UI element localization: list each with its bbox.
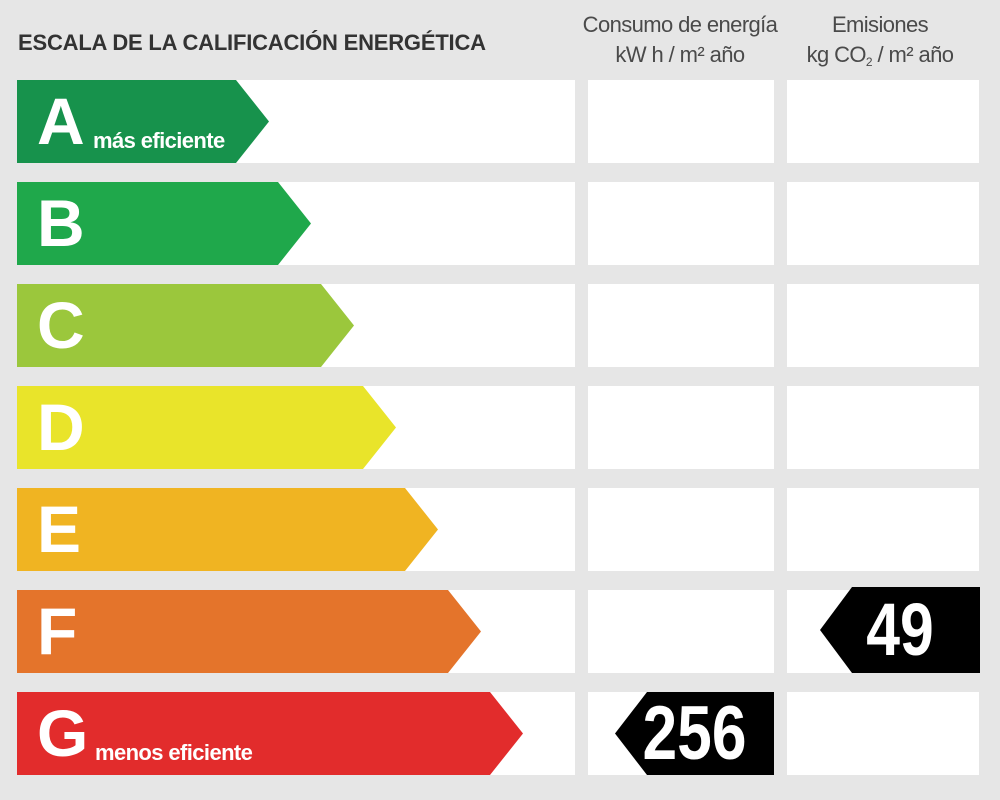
rating-letter-f: F bbox=[37, 594, 78, 668]
rating-letter-d: D bbox=[37, 390, 85, 464]
rating-letter-b: B bbox=[37, 186, 85, 260]
rating-row-c: C bbox=[17, 284, 979, 367]
rating-letter-g: G bbox=[37, 696, 89, 770]
emissions-cell-b bbox=[787, 182, 979, 265]
rating-letter-c: C bbox=[37, 288, 85, 362]
energy-cell-b bbox=[588, 182, 774, 265]
rating-arrow-e: E bbox=[17, 488, 438, 571]
energy-cell-c bbox=[588, 284, 774, 367]
scale-cell-f: F bbox=[17, 590, 575, 673]
energy-cell-f bbox=[588, 590, 774, 673]
emissions-cell-g bbox=[787, 692, 979, 775]
rating-arrow-b: B bbox=[17, 182, 311, 265]
rating-sublabel-g: menos eficiente bbox=[95, 740, 253, 765]
energy-cell-e bbox=[588, 488, 774, 571]
emissions-header-line1: Emisiones bbox=[831, 12, 929, 37]
emissions-cell-a bbox=[787, 80, 979, 163]
energy-cell-a bbox=[588, 80, 774, 163]
rating-arrow-c: C bbox=[17, 284, 354, 367]
rating-row-e: E bbox=[17, 488, 979, 571]
energy-column-header: Consumo de energía kW h / m² año bbox=[580, 10, 780, 70]
rating-row-f: F 49 bbox=[17, 587, 980, 673]
scale-cell-c: C bbox=[17, 284, 575, 367]
rating-sublabel-a: más eficiente bbox=[93, 128, 225, 153]
energy-consumption-indicator: 256 bbox=[615, 692, 774, 775]
page-title: ESCALA DE LA CALIFICACIÓN ENERGÉTICA bbox=[18, 30, 486, 55]
rating-row-b: B bbox=[17, 182, 979, 265]
scale-cell-b: B bbox=[17, 182, 575, 265]
emissions-column-header: Emisiones kg CO2 / m² año bbox=[780, 10, 980, 73]
energy-header-units: kW h / m² año bbox=[615, 42, 745, 67]
emissions-cell-f: 49 bbox=[787, 587, 980, 673]
rating-letter-a: A bbox=[37, 84, 85, 158]
emissions-value: 49 bbox=[866, 588, 934, 671]
energy-cell-g: 256 bbox=[588, 692, 774, 775]
energy-header-line1: Consumo de energía bbox=[582, 12, 778, 37]
rating-arrow-d: D bbox=[17, 386, 396, 469]
energy-cell-d bbox=[588, 386, 774, 469]
rating-arrow-f: F bbox=[17, 590, 481, 673]
emissions-cell-c bbox=[787, 284, 979, 367]
emissions-cell-d bbox=[787, 386, 979, 469]
emissions-cell-e bbox=[787, 488, 979, 571]
rating-row-d: D bbox=[17, 386, 979, 469]
energy-consumption-value: 256 bbox=[642, 691, 747, 776]
scale-cell-e: E bbox=[17, 488, 575, 571]
emissions-indicator: 49 bbox=[820, 587, 980, 673]
scale-cell-d: D bbox=[17, 386, 575, 469]
rating-letter-e: E bbox=[37, 492, 82, 566]
emissions-header-units: kg CO2 / m² año bbox=[806, 42, 954, 69]
